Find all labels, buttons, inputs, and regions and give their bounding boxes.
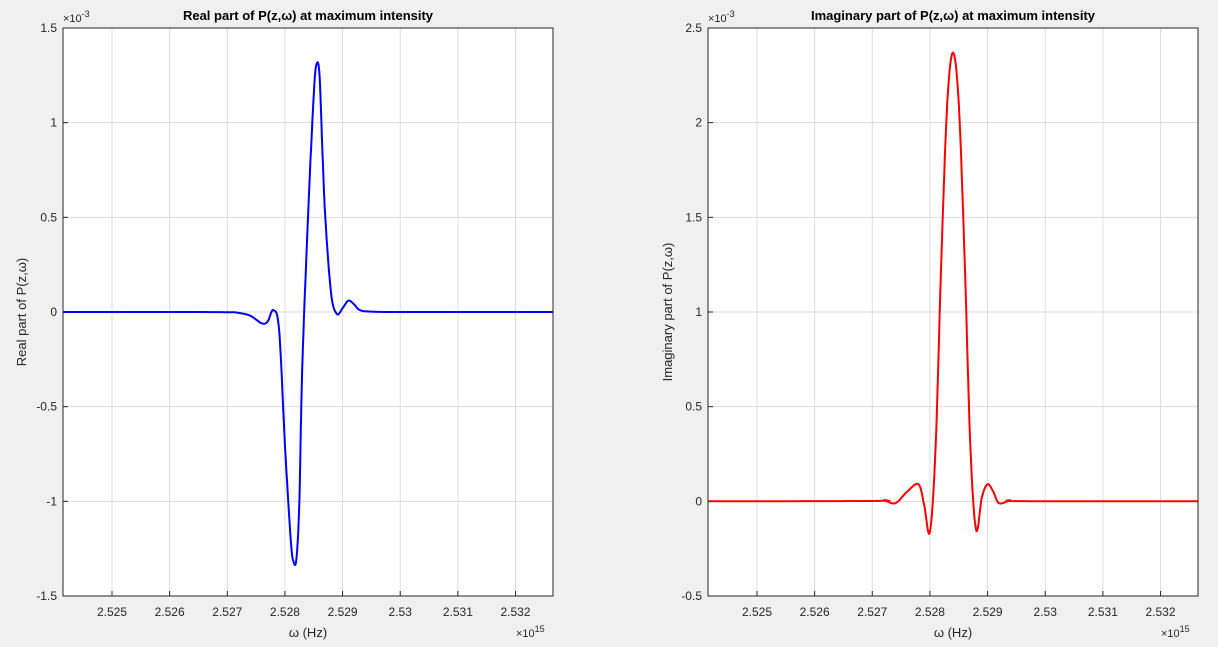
x-tick-label: 2.53 xyxy=(389,605,413,619)
real-y-multiplier-base: ×10 xyxy=(63,13,82,25)
imag-y-axis-label: Imaginary part of P(z,ω) xyxy=(660,243,675,382)
real-y-multiplier-exp: -3 xyxy=(82,9,90,19)
x-tick-label: 2.526 xyxy=(155,605,185,619)
real-y-multiplier: ×10-3 xyxy=(63,9,90,25)
real-y-axis-label: Real part of P(z,ω) xyxy=(14,258,29,366)
x-tick-label: 2.529 xyxy=(328,605,358,619)
imag-x-multiplier-base: ×10 xyxy=(1161,628,1180,640)
y-tick-label: 2 xyxy=(695,116,702,130)
real-part-axes: 2.525 2.526 2.527 2.528 2.529 2.53 2.531 2.532 -… xyxy=(14,8,554,640)
y-tick-label: 1 xyxy=(695,305,702,319)
imag-y-multiplier-exp: -3 xyxy=(727,9,735,19)
x-tick-label: 2.525 xyxy=(742,605,772,619)
imag-x-axis-label: ω (Hz) xyxy=(934,625,972,640)
x-tick-label: 2.526 xyxy=(800,605,830,619)
y-tick-label: -1.5 xyxy=(36,589,57,603)
x-tick-label: 2.527 xyxy=(857,605,887,619)
imag-y-multiplier-base: ×10 xyxy=(708,13,727,25)
x-tick-label: 2.532 xyxy=(1146,605,1176,619)
y-tick-label: -0.5 xyxy=(681,589,702,603)
imaginary-part-axes: 2.525 2.526 2.527 2.528 2.529 2.53 2.531 2.532 -… xyxy=(660,8,1199,640)
x-tick-label: 2.528 xyxy=(270,605,300,619)
x-tick-label: 2.531 xyxy=(443,605,473,619)
real-axes-box xyxy=(62,27,554,597)
imag-y-multiplier: ×10-3 xyxy=(708,9,735,25)
y-tick-label: 0 xyxy=(695,494,702,508)
x-tick-label: 2.53 xyxy=(1034,605,1058,619)
real-part-line xyxy=(63,61,553,567)
real-ticks: 2.525 2.526 2.527 2.528 2.529 2.53 2.531 2.532 -… xyxy=(36,21,531,619)
y-tick-label: 1.5 xyxy=(685,210,702,224)
imaginary-part-line xyxy=(708,51,1198,536)
x-tick-label: 2.531 xyxy=(1088,605,1118,619)
y-tick-label: 0 xyxy=(50,305,57,319)
y-tick-label: 1 xyxy=(50,116,57,130)
y-tick-label: 1.5 xyxy=(40,21,57,35)
x-tick-label: 2.525 xyxy=(97,605,127,619)
y-tick-label: -1 xyxy=(46,494,57,508)
x-tick-label: 2.532 xyxy=(501,605,531,619)
y-tick-label: 2.5 xyxy=(685,21,702,35)
imag-x-multiplier-exp: 15 xyxy=(1180,624,1190,634)
imag-chart-title: Imaginary part of P(z,ω) at maximum inte… xyxy=(811,8,1096,23)
y-tick-label: -0.5 xyxy=(36,400,57,414)
imag-axes-box xyxy=(707,27,1199,597)
real-x-axis-label: ω (Hz) xyxy=(289,625,327,640)
real-x-multiplier-base: ×10 xyxy=(516,628,535,640)
imag-x-multiplier: ×1015 xyxy=(1161,624,1190,640)
x-tick-label: 2.527 xyxy=(212,605,242,619)
imag-ticks: 2.525 2.526 2.527 2.528 2.529 2.53 2.531 2.532 -… xyxy=(681,21,1176,619)
y-tick-label: 0.5 xyxy=(40,210,57,224)
real-x-multiplier-exp: 15 xyxy=(535,624,545,634)
real-x-multiplier: ×1015 xyxy=(516,624,545,640)
real-chart-title: Real part of P(z,ω) at maximum intensity xyxy=(183,8,434,23)
x-tick-label: 2.529 xyxy=(973,605,1003,619)
y-tick-label: 0.5 xyxy=(685,400,702,414)
x-tick-label: 2.528 xyxy=(915,605,945,619)
